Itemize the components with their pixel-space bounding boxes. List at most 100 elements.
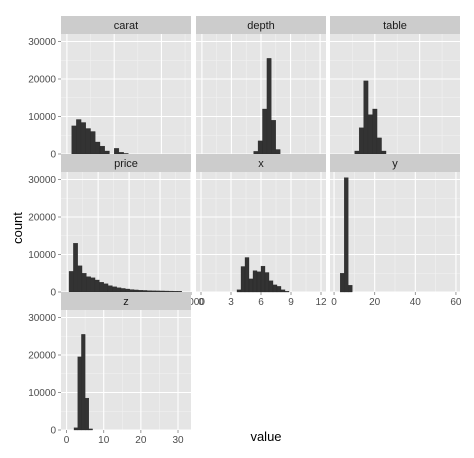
- histogram-bar: [73, 243, 78, 293]
- histogram-bar: [86, 276, 91, 293]
- histogram-bar: [104, 150, 110, 155]
- histogram-bar: [272, 284, 278, 293]
- histogram-bar: [376, 137, 382, 155]
- histogram-bar: [240, 266, 246, 293]
- facet-depth: depth4050607080: [196, 16, 326, 170]
- histogram-bar: [94, 279, 100, 293]
- histogram-bar: [284, 291, 290, 293]
- histogram-bar: [85, 128, 91, 155]
- histogram-bar: [77, 265, 83, 293]
- facet-strip: [61, 154, 191, 172]
- histogram-bar: [146, 290, 152, 293]
- x-tick-label: 40: [410, 297, 422, 308]
- histogram-bar: [71, 125, 77, 155]
- facet-strip-label: x: [258, 158, 264, 170]
- y-tick-label: 30000: [28, 37, 56, 48]
- histogram-bar: [164, 290, 169, 293]
- histogram-bar: [120, 288, 126, 293]
- x-tick-label: 30: [172, 435, 184, 446]
- histogram-bar: [363, 80, 369, 155]
- histogram-bar: [253, 151, 259, 155]
- facet-carat: carat0240100002000030000: [28, 16, 191, 170]
- facet-table: table6080: [330, 16, 460, 170]
- histogram-bar: [112, 286, 117, 293]
- y-tick-label: 0: [50, 426, 56, 437]
- facet-strip: [61, 16, 191, 34]
- x-tick-label: 20: [135, 435, 147, 446]
- x-tick-label: 10: [98, 435, 110, 446]
- histogram-bar: [103, 283, 109, 293]
- facet-strip: [330, 16, 460, 34]
- y-tick-label: 30000: [28, 313, 56, 324]
- histogram-bar: [133, 289, 139, 293]
- histogram-bar: [81, 273, 87, 293]
- x-tick-label: 20: [369, 297, 381, 308]
- y-tick-label: 30000: [28, 175, 56, 186]
- histogram-bar: [271, 120, 276, 155]
- histogram-bar: [367, 114, 373, 155]
- x-axis-label: value: [250, 429, 281, 444]
- histogram-bar: [256, 271, 262, 293]
- y-tick-label: 20000: [28, 213, 56, 224]
- histogram-bar: [99, 145, 105, 155]
- histogram-bar: [84, 397, 90, 431]
- facet-strip-label: depth: [247, 20, 275, 32]
- histogram-bar: [358, 127, 364, 155]
- histogram-bar: [95, 141, 101, 155]
- histogram-bar: [340, 273, 345, 293]
- histogram-bar: [344, 177, 349, 293]
- facet-strip-label: y: [392, 158, 398, 170]
- facet-panel: [330, 34, 460, 154]
- x-tick-label: 9: [288, 297, 294, 308]
- x-tick-label: 3: [228, 297, 234, 308]
- facet-strip: [61, 292, 191, 310]
- histogram-bar: [354, 150, 360, 155]
- facet-strip-label: price: [114, 158, 138, 170]
- histogram-bar: [114, 148, 120, 155]
- histogram-bar: [88, 428, 93, 431]
- x-tick-label: 20000: [177, 297, 205, 308]
- histogram-bar: [81, 334, 86, 431]
- x-tick-label: 12: [315, 297, 327, 308]
- histogram-bar: [116, 287, 122, 293]
- histogram-bar: [76, 119, 82, 155]
- histogram-bar: [252, 270, 258, 293]
- histogram-bar: [276, 286, 282, 293]
- histogram-bar: [80, 122, 86, 155]
- facet-strip-label: carat: [114, 20, 138, 32]
- histogram-bar: [372, 108, 378, 155]
- histogram-bar: [107, 285, 113, 293]
- histogram-bar: [99, 282, 104, 293]
- x-tick-label: 60: [450, 297, 462, 308]
- y-tick-label: 0: [50, 150, 56, 161]
- histogram-bar: [118, 152, 124, 155]
- y-tick-label: 20000: [28, 75, 56, 86]
- facet-x: x 0 3 6 9 12: [196, 154, 327, 308]
- histogram-bar: [68, 271, 74, 293]
- histogram-bar: [348, 285, 353, 293]
- histogram-bar: [172, 291, 178, 293]
- histogram-bar: [138, 290, 143, 293]
- y-axis-label: count: [10, 212, 25, 244]
- facet-strip-label: z: [123, 296, 129, 308]
- x-tick-label: 6: [258, 297, 264, 308]
- histogram-bar: [275, 149, 281, 155]
- facet-strip-label: table: [383, 20, 407, 32]
- histogram-bar: [257, 140, 263, 155]
- histogram-bar: [151, 290, 156, 293]
- facet-y: y 0 20 40 60: [330, 154, 462, 308]
- histogram-bar: [280, 289, 286, 293]
- x-tick-label: 0: [331, 297, 337, 308]
- histogram-bar: [177, 291, 182, 293]
- y-tick-label: 10000: [28, 112, 56, 123]
- histogram-bar: [155, 290, 161, 293]
- histogram-bar: [266, 58, 272, 155]
- facet-z: z 0 10 20 30 0 10000 20000 30000: [28, 292, 191, 446]
- histogram-bar: [248, 278, 254, 293]
- facet-strip: [196, 154, 326, 172]
- histogram-bar: [268, 280, 274, 293]
- y-tick-label: 0: [50, 288, 56, 299]
- histogram-bar: [244, 257, 250, 293]
